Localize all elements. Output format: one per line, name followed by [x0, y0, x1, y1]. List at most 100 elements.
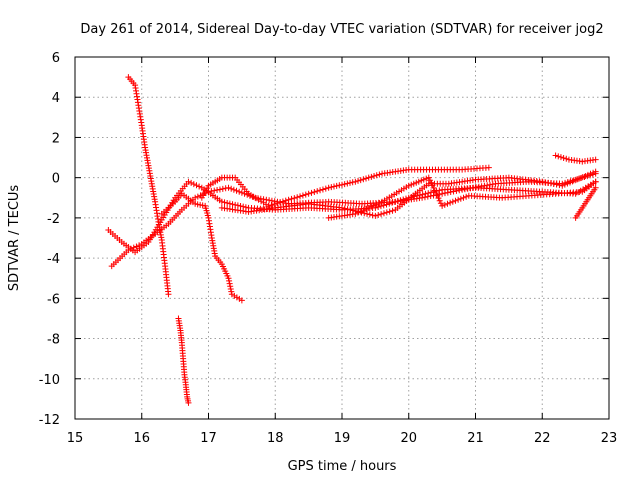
data-point	[555, 153, 562, 160]
data-point	[553, 181, 560, 188]
data-point	[265, 202, 272, 209]
y-tick-label: 0	[52, 172, 60, 187]
data-point	[357, 208, 364, 215]
data-point	[339, 204, 345, 211]
data-point	[197, 201, 204, 208]
data-point	[266, 197, 273, 204]
data-point	[360, 207, 367, 214]
data-point	[444, 200, 451, 207]
data-point	[211, 187, 218, 194]
data-point	[575, 175, 582, 182]
data-point	[584, 171, 591, 178]
data-point	[423, 175, 430, 182]
data-point	[383, 201, 390, 208]
series-track-1	[108, 170, 599, 270]
data-point	[408, 181, 415, 188]
data-point	[308, 189, 315, 196]
y-axis-label: SDTVAR / TECUs	[7, 185, 22, 292]
y-tick-label: -2	[47, 212, 60, 227]
data-point	[441, 201, 448, 208]
y-tick-label: -12	[39, 413, 60, 428]
data-point	[314, 188, 321, 195]
x-axis-label: GPS time / hours	[288, 459, 397, 474]
data-point	[222, 185, 229, 192]
data-point	[224, 200, 231, 207]
data-point	[550, 180, 557, 187]
data-point	[378, 211, 385, 218]
data-point	[244, 191, 251, 198]
data-point	[199, 202, 206, 209]
data-point	[380, 202, 387, 209]
data-point	[297, 193, 304, 200]
series-track-2	[105, 178, 599, 256]
data-point	[428, 179, 435, 186]
data-point	[556, 182, 563, 189]
data-point	[360, 176, 367, 183]
data-point	[225, 275, 232, 282]
data-point	[333, 182, 340, 189]
data-point	[228, 185, 235, 192]
data-point	[369, 212, 376, 219]
data-point	[592, 178, 599, 185]
data-point	[564, 180, 571, 187]
data-point	[226, 280, 233, 287]
data-point	[274, 200, 281, 207]
data-point	[439, 202, 446, 209]
data-point	[391, 198, 398, 205]
data-point	[557, 154, 564, 161]
data-point	[344, 206, 351, 213]
y-tick-label: -10	[39, 373, 60, 388]
data-point	[426, 177, 433, 184]
y-tick-label: -6	[47, 292, 60, 307]
data-point	[375, 203, 382, 210]
data-point	[368, 173, 375, 180]
data-point	[288, 195, 295, 202]
data-point	[582, 172, 589, 179]
data-point	[357, 177, 364, 184]
data-point	[486, 181, 493, 188]
data-point	[373, 201, 380, 208]
data-point	[227, 285, 234, 292]
series-track-4	[175, 315, 192, 406]
data-point	[341, 205, 348, 212]
data-point	[238, 297, 245, 304]
data-point	[376, 171, 383, 178]
data-point	[238, 189, 245, 196]
x-tick-label: 17	[200, 431, 217, 446]
data-point	[352, 210, 359, 217]
data-point	[455, 196, 462, 203]
data-point	[547, 180, 554, 187]
x-tick-label: 16	[133, 431, 150, 446]
data-point	[485, 164, 492, 171]
y-tick-label: -4	[47, 252, 60, 267]
data-point	[361, 210, 368, 217]
data-point	[386, 208, 393, 215]
data-point	[447, 199, 454, 206]
data-point	[559, 182, 566, 189]
data-point	[587, 170, 594, 177]
data-point	[380, 210, 387, 217]
data-point	[277, 199, 284, 206]
series-track-6	[198, 164, 492, 209]
data-point	[305, 190, 312, 197]
data-point	[577, 175, 584, 182]
data-point	[330, 183, 337, 190]
data-point	[413, 179, 420, 186]
plot-frame	[74, 56, 610, 420]
data-point	[363, 206, 370, 213]
data-point	[185, 178, 192, 185]
data-point	[228, 288, 235, 295]
data-point	[363, 175, 370, 182]
data-point	[368, 203, 375, 210]
data-point	[302, 191, 309, 198]
grid-layer	[75, 57, 609, 419]
data-point	[436, 197, 443, 204]
data-point	[420, 176, 427, 183]
data-point	[225, 184, 232, 191]
data-point	[389, 207, 396, 214]
data-point	[373, 172, 380, 179]
data-point	[299, 192, 306, 199]
x-tick-label: 19	[334, 431, 351, 446]
data-point	[410, 180, 417, 187]
